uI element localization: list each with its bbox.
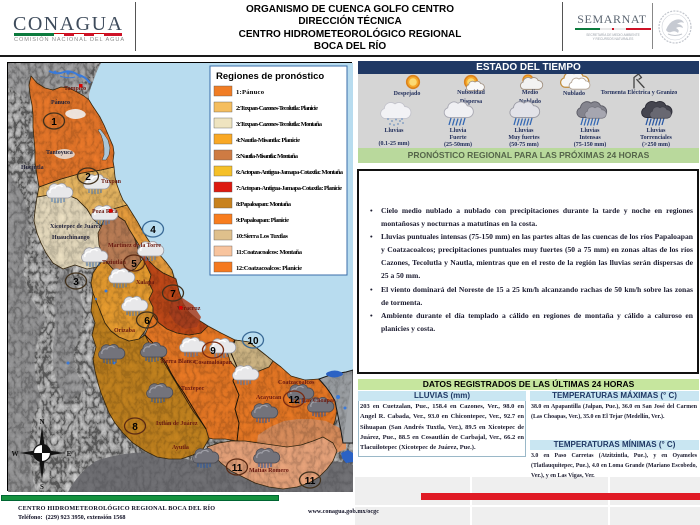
svg-text:Tormenta Eléctrica y Granizo: Tormenta Eléctrica y Granizo xyxy=(601,90,678,96)
svg-text:6:Actopan-Antigua-Jamapa-Cotax: 6:Actopan-Antigua-Jamapa-Cotaxtla: Monta… xyxy=(236,169,344,176)
svg-text:2: 2 xyxy=(85,172,91,183)
svg-text:10: 10 xyxy=(247,336,259,347)
svg-text:5:Nautla-Misantla: Montaña: 5:Nautla-Misantla: Montaña xyxy=(236,153,299,160)
svg-text:3:Tuxpan-Cazones-Tecolutla: Mo: 3:Tuxpan-Cazones-Tecolutla: Montaña xyxy=(236,121,323,128)
svg-text:8:Papaloapan: Montaña: 8:Papaloapan: Montaña xyxy=(236,201,292,208)
svg-text:11:Coatzacoalcos: Montaña: 11:Coatzacoalcos: Montaña xyxy=(236,249,303,256)
svg-text:Lluvias: Lluvias xyxy=(514,128,534,134)
svg-text:Martínez de la Torre: Martínez de la Torre xyxy=(108,243,161,249)
svg-text:Muy fuertes: Muy fuertes xyxy=(508,135,540,141)
svg-text:9:Papaloapan: Planicie: 9:Papaloapan: Planicie xyxy=(236,217,289,224)
svg-text:Medio: Medio xyxy=(522,90,538,96)
svg-text:6: 6 xyxy=(144,316,150,327)
svg-text:Teziutlán: Teziutlán xyxy=(102,260,126,266)
svg-text:Poza Rica: Poza Rica xyxy=(92,209,118,215)
svg-text:Veracruz: Veracruz xyxy=(177,306,201,312)
svg-text:(25-50mm): (25-50mm) xyxy=(444,141,472,148)
svg-text:Nublado: Nublado xyxy=(563,91,585,97)
svg-text:5: 5 xyxy=(131,259,137,270)
svg-text:1: 1 xyxy=(51,117,57,128)
svg-text:Xicotepec de Juárez: Xicotepec de Juárez xyxy=(50,224,102,230)
svg-text:10:Sierra Los Tuxtlas: 10:Sierra Los Tuxtlas xyxy=(236,233,288,240)
svg-text:W: W xyxy=(12,450,19,458)
svg-text:8: 8 xyxy=(132,422,138,433)
svg-text:3: 3 xyxy=(73,277,79,288)
svg-text:Nubosidad: Nubosidad xyxy=(457,90,485,96)
svg-text:Torrenciales: Torrenciales xyxy=(640,135,672,141)
svg-text:12:Coatzacoalcos: Planicie: 12:Coatzacoalcos: Planicie xyxy=(236,265,302,272)
svg-text:Fuerte: Fuerte xyxy=(450,135,467,141)
svg-text:N: N xyxy=(39,418,44,426)
svg-text:7:Actopan-Antigua-Jamapa-Cotax: 7:Actopan-Antigua-Jamapa-Cotaxtla: Plani… xyxy=(236,185,342,192)
svg-text:Coatzacoalcos: Coatzacoalcos xyxy=(278,380,315,386)
svg-text:Tuxtepec: Tuxtepec xyxy=(181,386,204,392)
svg-text:Dispersa: Dispersa xyxy=(460,99,482,105)
svg-text:7: 7 xyxy=(170,289,176,300)
svg-text:Tantoyuca: Tantoyuca xyxy=(46,150,73,156)
svg-text:4: 4 xyxy=(150,225,156,236)
svg-text:Acayucan: Acayucan xyxy=(256,395,282,401)
svg-text:Cosamaloapan: Cosamaloapan xyxy=(194,360,233,366)
svg-text:Las Choapas: Las Choapas xyxy=(302,398,336,404)
svg-text:(0.1-25 mm): (0.1-25 mm) xyxy=(379,140,410,147)
svg-text:Orizaba: Orizaba xyxy=(114,328,135,334)
svg-text:4:Nautla-Misantla: Planicie: 4:Nautla-Misantla: Planicie xyxy=(236,137,300,144)
svg-text:Lluvias: Lluvias xyxy=(580,128,600,134)
svg-text:Pánuco: Pánuco xyxy=(51,100,70,106)
svg-text:2:Tuxpan-Cazones-Tecolutla: Pl: 2:Tuxpan-Cazones-Tecolutla: Planicie xyxy=(236,105,318,112)
svg-text:Lluvia: Lluvia xyxy=(450,128,467,134)
svg-text:Huejutla: Huejutla xyxy=(21,165,44,171)
svg-text:Intensas: Intensas xyxy=(579,135,601,141)
svg-text:Despejado: Despejado xyxy=(394,91,421,97)
svg-text:E: E xyxy=(67,450,72,458)
svg-text:12: 12 xyxy=(288,395,300,406)
svg-text:11: 11 xyxy=(232,463,243,474)
svg-text:Regiones de pronóstico: Regiones de pronóstico xyxy=(216,71,324,82)
svg-text:11: 11 xyxy=(305,476,316,487)
svg-text:9: 9 xyxy=(210,346,216,357)
svg-text:Lluvias: Lluvias xyxy=(384,128,404,134)
svg-text:S: S xyxy=(40,483,44,491)
svg-text:Túxpan: Túxpan xyxy=(101,179,122,185)
svg-text:Matías Romero: Matías Romero xyxy=(249,468,289,474)
svg-text:(75-150 mm): (75-150 mm) xyxy=(574,141,607,148)
svg-text:(50-75 mm): (50-75 mm) xyxy=(509,141,539,148)
svg-text:Tierra Blanca: Tierra Blanca xyxy=(160,359,196,365)
svg-text:Ayutla: Ayutla xyxy=(172,445,189,451)
svg-text:Xalapa: Xalapa xyxy=(136,280,154,286)
svg-text:(>250 mm): (>250 mm) xyxy=(642,141,670,148)
svg-text:Lluvias: Lluvias xyxy=(646,128,666,134)
svg-text:Tampico: Tampico xyxy=(64,86,86,92)
svg-text:Ixtlán de Juárez: Ixtlán de Juárez xyxy=(156,421,198,427)
svg-text:Huauchinango: Huauchinango xyxy=(52,235,90,241)
svg-text:1:Pánuco: 1:Pánuco xyxy=(236,89,265,96)
